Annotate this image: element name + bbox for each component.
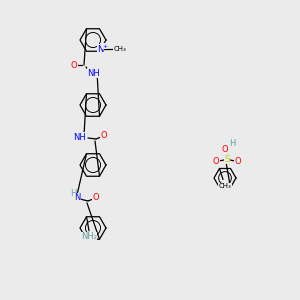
Text: CH₃: CH₃ <box>219 184 231 190</box>
Text: O: O <box>213 157 219 166</box>
Text: O: O <box>235 157 241 166</box>
Text: O: O <box>101 130 107 140</box>
Text: +: + <box>102 44 107 49</box>
Text: CH₃: CH₃ <box>113 46 126 52</box>
Text: O: O <box>93 193 99 202</box>
Text: N: N <box>74 194 80 202</box>
Text: NH: NH <box>88 68 100 77</box>
Text: S: S <box>224 154 230 164</box>
Text: N: N <box>97 45 104 54</box>
Text: O: O <box>71 61 77 70</box>
Text: H: H <box>229 140 235 148</box>
Text: H: H <box>70 188 76 197</box>
Text: NH₂: NH₂ <box>81 232 97 241</box>
Text: NH: NH <box>74 133 86 142</box>
Text: O: O <box>222 145 228 154</box>
